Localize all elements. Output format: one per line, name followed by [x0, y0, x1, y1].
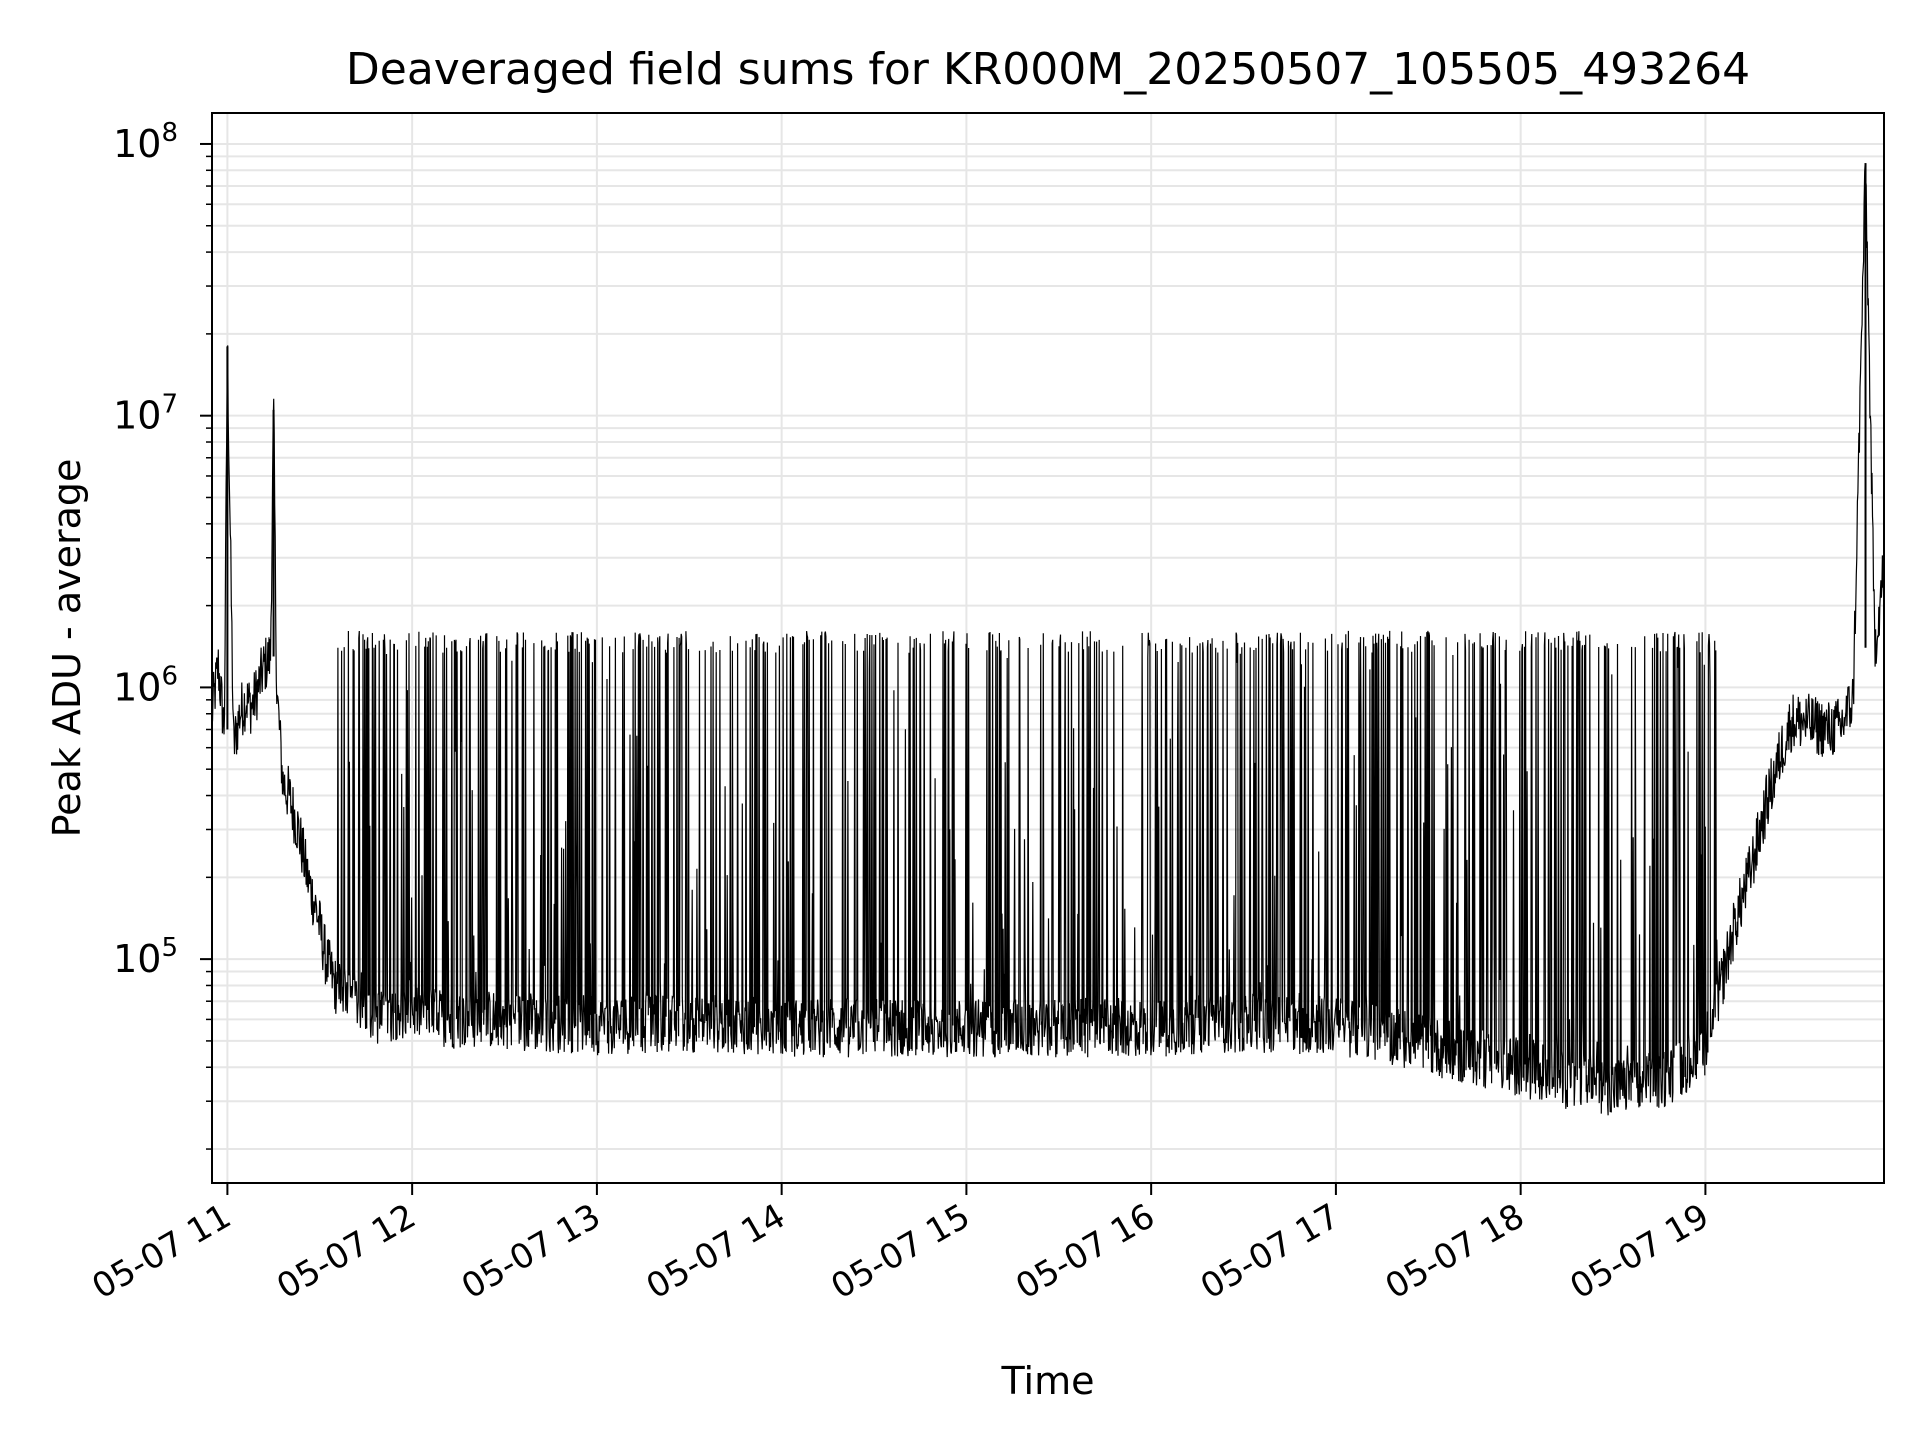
y-tick-label: 106	[113, 661, 178, 709]
plot-frame	[211, 112, 1885, 1184]
y-tick-label: 105	[113, 933, 178, 981]
y-axis-label: Peak ADU - average	[45, 459, 89, 838]
y-tick-label: 108	[113, 118, 178, 166]
chart-title: Deaveraged field sums for KR000M_2025050…	[346, 44, 1750, 95]
data-series	[211, 163, 1885, 1116]
y-tick-label: 107	[113, 390, 178, 438]
x-axis-label: Time	[1001, 1359, 1095, 1403]
data-line	[211, 163, 1885, 1116]
